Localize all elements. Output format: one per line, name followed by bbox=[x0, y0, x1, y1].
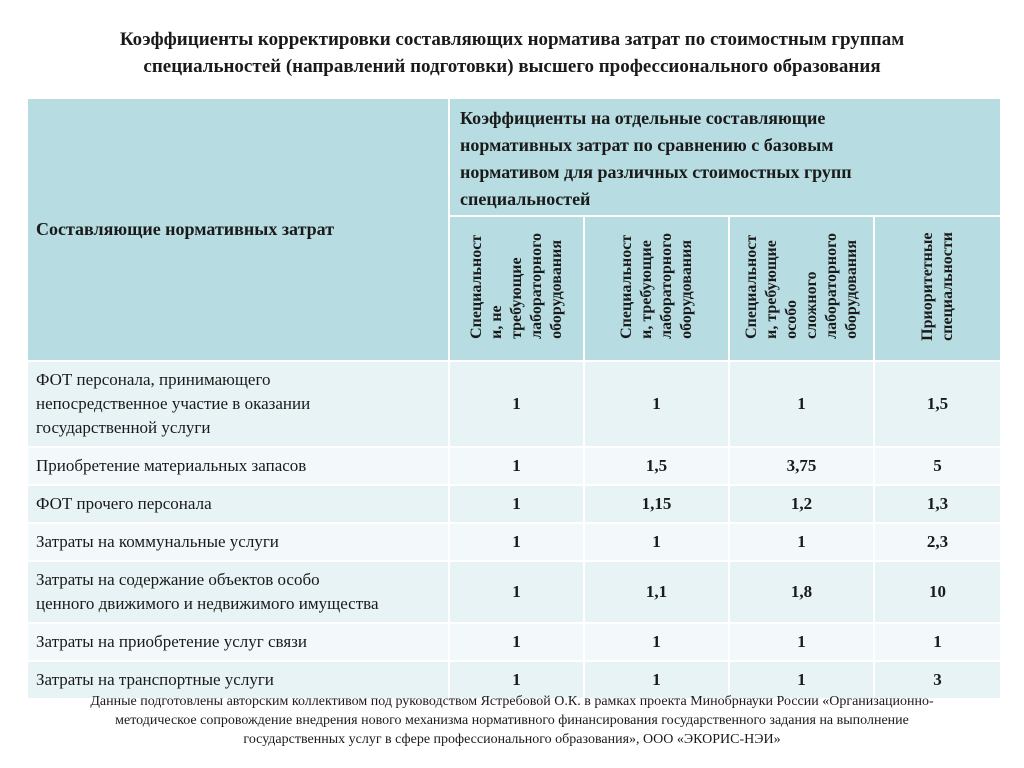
coefficient-cell: 3 bbox=[873, 660, 1002, 700]
group-header-line: нормативом для различных стоимостных гру… bbox=[460, 162, 852, 182]
column-header-line: Специальност bbox=[467, 234, 485, 339]
column-header-cell: Специальност и, требующие особо сложного лаб… bbox=[728, 215, 875, 362]
coefficient-cell: 1 bbox=[728, 360, 875, 448]
coefficient-cell: 1 bbox=[583, 522, 730, 562]
table-row: Затраты на транспортные услуги 1 1 1 3 bbox=[26, 660, 1002, 700]
column-header-label: Специальност и, не требующие лабораторного о… bbox=[467, 233, 567, 339]
table-row: Затраты на приобретение услуг связи 1 1 1 1 bbox=[26, 622, 1002, 662]
group-header-cell: Коэффициенты на отдельные составляющие н… bbox=[448, 97, 1002, 217]
column-header-line: Приоритетные bbox=[918, 232, 936, 341]
column-header-line: Специальност bbox=[742, 234, 760, 339]
coefficient-cell: 1 bbox=[448, 484, 585, 524]
coefficient-cell: 1 bbox=[448, 360, 585, 448]
coefficient-cell: 1 bbox=[728, 660, 875, 700]
row-label-cell: Затраты на содержание объектов особо ценн… bbox=[26, 560, 450, 624]
coefficient-cell: 1,5 bbox=[583, 446, 730, 486]
row-label-line: Приобретение материальных запасов bbox=[36, 456, 307, 475]
table-row: Затраты на коммунальные услуги 1 1 1 2,3 bbox=[26, 522, 1002, 562]
coefficient-cell: 1,8 bbox=[728, 560, 875, 624]
coefficient-cell: 1,5 bbox=[873, 360, 1002, 448]
column-header-line: особо bbox=[782, 300, 800, 339]
coefficient-cell: 5 bbox=[873, 446, 1002, 486]
column-header-line: и, требующие bbox=[637, 240, 655, 339]
coefficient-cell: 1,2 bbox=[728, 484, 875, 524]
coefficient-cell: 10 bbox=[873, 560, 1002, 624]
coefficient-cell: 1,1 bbox=[583, 560, 730, 624]
column-header-line: Специальност bbox=[617, 234, 635, 339]
row-label-line: ценного движимого и недвижимого имуществ… bbox=[36, 594, 379, 613]
row-header-cell: Составляющие нормативных затрат bbox=[26, 97, 450, 362]
row-label-line: ФОТ прочего персонала bbox=[36, 494, 212, 513]
column-header-cell: Приоритетные специальности bbox=[873, 215, 1002, 362]
row-label-line: ФОТ персонала, принимающего bbox=[36, 370, 271, 389]
title-line: специальностей (направлений подготовки) … bbox=[143, 56, 881, 77]
row-header-label: Составляющие нормативных затрат bbox=[36, 219, 335, 239]
coefficients-table: Составляющие нормативных затрат Коэффици… bbox=[26, 97, 1002, 700]
column-header-line: и, требующие bbox=[762, 240, 780, 339]
coefficient-cell: 1 bbox=[448, 660, 585, 700]
table-row: Затраты на содержание объектов особо ценн… bbox=[26, 560, 1002, 624]
coefficient-cell: 2,3 bbox=[873, 522, 1002, 562]
column-header-label: Специальност и, требующие лабораторного обо… bbox=[617, 233, 697, 339]
title-line: Коэффициенты корректировки составляющих … bbox=[119, 29, 905, 50]
coefficient-cell: 1 bbox=[583, 360, 730, 448]
column-header-line: требующие bbox=[507, 257, 525, 339]
column-header-line: лабораторного bbox=[527, 233, 545, 339]
coefficient-cell: 1 bbox=[873, 622, 1002, 662]
row-label-cell: ФОТ персонала, принимающего непосредствен… bbox=[26, 360, 450, 448]
row-label-cell: ФОТ прочего персонала bbox=[26, 484, 450, 524]
coefficient-cell: 1,3 bbox=[873, 484, 1002, 524]
coefficient-cell: 1 bbox=[728, 522, 875, 562]
table-row: ФОТ персонала, принимающего непосредствен… bbox=[26, 360, 1002, 448]
column-header-line: специальности bbox=[938, 231, 956, 341]
coefficient-cell: 1 bbox=[448, 522, 585, 562]
row-label-cell: Затраты на приобретение услуг связи bbox=[26, 622, 450, 662]
coefficient-cell: 1 bbox=[448, 560, 585, 624]
coefficient-cell: 1,15 bbox=[583, 484, 730, 524]
table-row: ФОТ прочего персонала 1 1,15 1,2 1,3 bbox=[26, 484, 1002, 524]
column-header-label: Приоритетные специальности bbox=[918, 232, 958, 341]
column-header-line: оборудования bbox=[547, 240, 565, 339]
table-row: Приобретение материальных запасов 1 1,5 3,7… bbox=[26, 446, 1002, 486]
column-header-line: оборудования bbox=[842, 240, 860, 339]
column-header-line: сложного bbox=[802, 271, 820, 339]
footnote-line: государственных услуг в сфере профессион… bbox=[243, 732, 781, 747]
page-title: Коэффициенты корректировки составляющих … bbox=[20, 26, 1004, 80]
column-header-line: и, не bbox=[487, 305, 505, 339]
row-label-line: Затраты на содержание объектов особо bbox=[36, 570, 320, 589]
column-header-cell: Специальност и, не требующие лабораторного о… bbox=[448, 215, 585, 362]
column-header-line: лабораторного bbox=[822, 233, 840, 339]
column-header-cell: Специальност и, требующие лабораторного обо… bbox=[583, 215, 730, 362]
footnote-line: методическое сопровождение внедрения нов… bbox=[115, 713, 909, 728]
row-label-cell: Затраты на транспортные услуги bbox=[26, 660, 450, 700]
row-label-line: Затраты на транспортные услуги bbox=[36, 670, 274, 689]
row-label-line: непосредственное участие в оказании bbox=[36, 394, 311, 413]
row-label-cell: Приобретение материальных запасов bbox=[26, 446, 450, 486]
column-header-line: оборудования bbox=[677, 240, 695, 339]
row-label-line: Затраты на коммунальные услуги bbox=[36, 532, 279, 551]
group-header-line: специальностей bbox=[460, 189, 591, 209]
coefficient-cell: 1 bbox=[583, 622, 730, 662]
source-footnote: Данные подготовлены авторским коллективо… bbox=[20, 692, 1004, 749]
row-label-line: государственной услуги bbox=[36, 418, 211, 437]
footnote-line: Данные подготовлены авторским коллективо… bbox=[90, 694, 934, 709]
coefficient-cell: 1 bbox=[583, 660, 730, 700]
group-header-line: нормативных затрат по сравнению с базовы… bbox=[460, 135, 834, 155]
row-label-line: Затраты на приобретение услуг связи bbox=[36, 632, 307, 651]
row-label-cell: Затраты на коммунальные услуги bbox=[26, 522, 450, 562]
coefficient-cell: 1 bbox=[728, 622, 875, 662]
column-header-line: лабораторного bbox=[657, 233, 675, 339]
group-header-line: Коэффициенты на отдельные составляющие bbox=[460, 108, 826, 128]
column-header-label: Специальност и, требующие особо сложного лаб… bbox=[742, 233, 862, 339]
coefficient-cell: 1 bbox=[448, 622, 585, 662]
coefficient-cell: 1 bbox=[448, 446, 585, 486]
coefficient-cell: 3,75 bbox=[728, 446, 875, 486]
